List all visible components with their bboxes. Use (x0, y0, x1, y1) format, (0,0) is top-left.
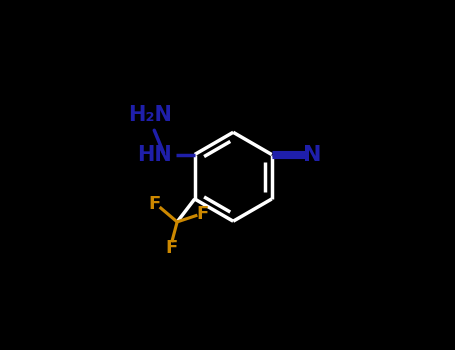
Text: H₂N: H₂N (128, 105, 172, 125)
Text: F: F (197, 205, 209, 223)
Text: HN: HN (137, 145, 172, 164)
Text: F: F (149, 195, 161, 214)
Text: F: F (166, 239, 178, 257)
Text: N: N (303, 145, 322, 164)
